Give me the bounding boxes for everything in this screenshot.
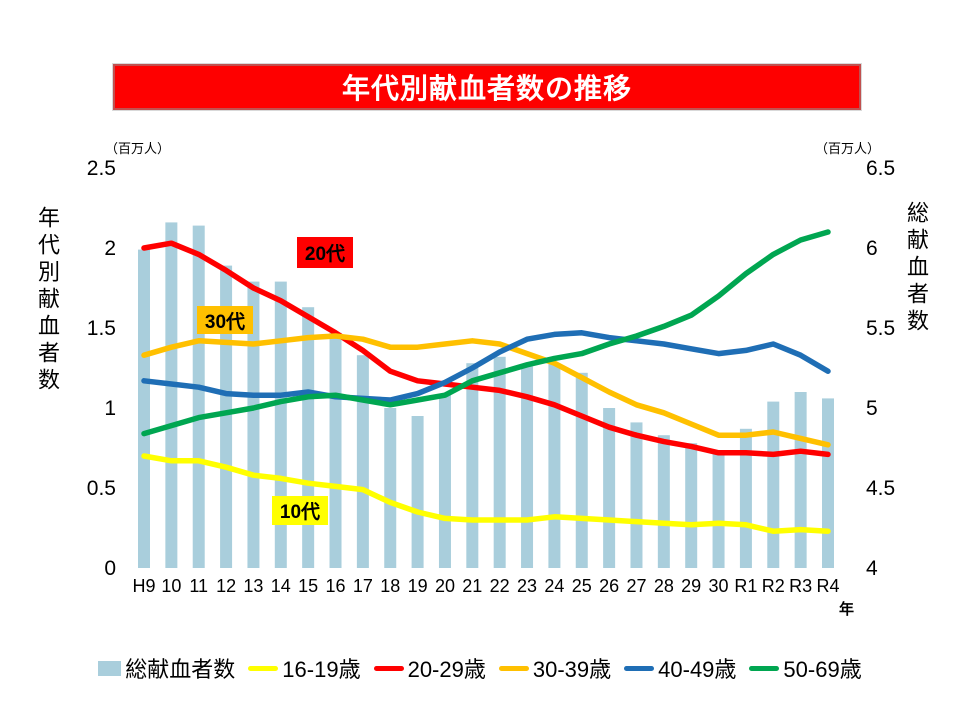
legend-line-swatch-30-39歳 xyxy=(498,665,529,671)
left-axis-tick: 2 xyxy=(104,237,116,260)
x-axis-label: 29 xyxy=(681,576,702,596)
x-axis-label: 18 xyxy=(380,576,401,596)
bar-総献血者数-29 xyxy=(685,443,698,568)
legend-item-16-19歳: 16-19歳 xyxy=(248,652,361,684)
x-axis-unit: 年 xyxy=(839,601,855,618)
right-axis-tick: 5 xyxy=(866,397,878,420)
legend-label: 総献血者数 xyxy=(125,657,236,682)
legend-item-50-69歳: 50-69歳 xyxy=(749,652,862,684)
title-banner: 年代別献血者数の推移 xyxy=(113,64,861,110)
x-axis-label: 16 xyxy=(325,576,346,596)
x-axis-label: 20 xyxy=(434,576,455,596)
legend-line-swatch-20-29歳 xyxy=(373,665,404,671)
line-series-30-39歳 xyxy=(141,333,831,448)
x-axis-label: 27 xyxy=(626,576,647,596)
bar-総献血者数-21 xyxy=(466,363,479,568)
line-series-16-19歳 xyxy=(141,453,831,534)
right-axis-tick: 6.5 xyxy=(866,157,896,180)
bar-総献血者数-R2 xyxy=(767,401,780,568)
bar-総献血者数-26 xyxy=(603,408,616,568)
x-axis-label: R1 xyxy=(734,576,758,596)
line-series-20-29歳 xyxy=(141,240,831,458)
right-axis-tick: 6 xyxy=(866,237,878,260)
bar-総献血者数-25 xyxy=(575,372,588,568)
bar-総献血者数-17 xyxy=(356,355,369,568)
x-axis-label: 10 xyxy=(161,576,182,596)
bar-総献血者数-30 xyxy=(712,452,725,568)
legend-item-20-29歳: 20-29歳 xyxy=(373,652,486,684)
legend-item-30-39歳: 30-39歳 xyxy=(498,652,612,684)
left-axis-title: 年代別献血者数 xyxy=(35,206,60,395)
legend-item-総献血者数: 総献血者数 xyxy=(98,652,235,684)
x-axis-label: R2 xyxy=(761,576,785,596)
legend-label: 20-29歳 xyxy=(407,657,486,682)
legend-label: 16-19歳 xyxy=(282,657,361,682)
legend-label: 40-49歳 xyxy=(658,657,737,682)
x-axis-label: 17 xyxy=(352,576,373,596)
right-axis-tick: 5.5 xyxy=(866,317,896,340)
x-axis-label: 11 xyxy=(189,576,209,596)
x-axis-label: 15 xyxy=(298,576,319,596)
legend-label: 30-39歳 xyxy=(532,657,612,682)
bar-総献血者数-15 xyxy=(302,307,315,568)
x-axis-label: 14 xyxy=(270,576,291,596)
bar-総献血者数-R1 xyxy=(739,428,752,568)
x-axis-label: 26 xyxy=(599,576,620,596)
chart-legend: 総献血者数 16-19歳 20-29歳 30-39歳 40-49歳 50-69歳 xyxy=(0,646,960,690)
left-axis-tick: 1 xyxy=(104,397,116,420)
x-axis-label: H9 xyxy=(132,576,156,596)
bar-総献血者数-28 xyxy=(657,435,670,568)
bar-総献血者数-19 xyxy=(411,416,424,568)
bar-総献血者数-13 xyxy=(247,281,260,568)
x-axis-label: 22 xyxy=(489,576,510,596)
legend-line-swatch-16-19歳 xyxy=(248,665,279,671)
x-axis-label: R3 xyxy=(789,576,813,596)
legend-line-swatch-50-69歳 xyxy=(749,665,780,671)
bar-総献血者数-16 xyxy=(329,332,342,568)
line-series-50-69歳 xyxy=(141,229,831,437)
annotation-30代: 30代 xyxy=(197,306,253,334)
right-axis-tick: 4 xyxy=(866,557,878,580)
left-axis-unit: （百万人） xyxy=(105,141,171,156)
bar-総献血者数-24 xyxy=(548,363,561,568)
left-axis-tick: 0.5 xyxy=(86,477,116,500)
legend-line-swatch-40-49歳 xyxy=(624,665,655,671)
legend-item-40-49歳: 40-49歳 xyxy=(624,652,736,684)
x-axis-label: 25 xyxy=(571,576,592,596)
line-series-40-49歳 xyxy=(141,330,831,403)
annotation-10代: 10代 xyxy=(272,496,328,525)
annotation-20代: 20代 xyxy=(297,237,353,268)
x-axis-label: 19 xyxy=(407,576,428,596)
left-axis-tick: 1.5 xyxy=(86,317,116,340)
bar-総献血者数-20 xyxy=(438,395,451,568)
bar-総献血者数-27 xyxy=(630,422,643,568)
x-axis-label: 28 xyxy=(653,576,674,596)
x-axis-label: 13 xyxy=(243,576,264,596)
bar-総献血者数-10 xyxy=(165,222,178,568)
page-title: 年代別献血者数の推移 xyxy=(341,73,632,104)
x-axis-label: R4 xyxy=(816,576,840,596)
bar-総献血者数-14 xyxy=(274,281,287,568)
bar-総献血者数-R3 xyxy=(794,392,807,568)
bar-総献血者数-11 xyxy=(192,225,205,568)
right-axis-tick: 4.5 xyxy=(866,477,896,500)
legend-bar-swatch-総献血者数 xyxy=(98,660,122,676)
right-axis-title: 総献血者数 xyxy=(904,201,929,336)
x-axis-label: 23 xyxy=(517,576,538,596)
x-axis-label: 24 xyxy=(544,576,565,596)
bar-総献血者数-18 xyxy=(384,408,397,568)
legend-label: 50-69歳 xyxy=(783,657,862,682)
left-axis-tick: 0 xyxy=(104,557,116,580)
x-axis-label: 30 xyxy=(708,576,729,596)
bar-総献血者数-R4 xyxy=(822,398,834,568)
right-axis-unit: （百万人） xyxy=(815,141,881,156)
bar-総献血者数-22 xyxy=(493,356,506,568)
x-axis-label: 12 xyxy=(216,576,237,596)
left-axis-tick: 2.5 xyxy=(86,157,116,180)
bar-総献血者数-H9 xyxy=(138,249,150,568)
x-axis-label: 21 xyxy=(462,576,483,596)
bar-series-総献血者数 xyxy=(138,222,834,568)
